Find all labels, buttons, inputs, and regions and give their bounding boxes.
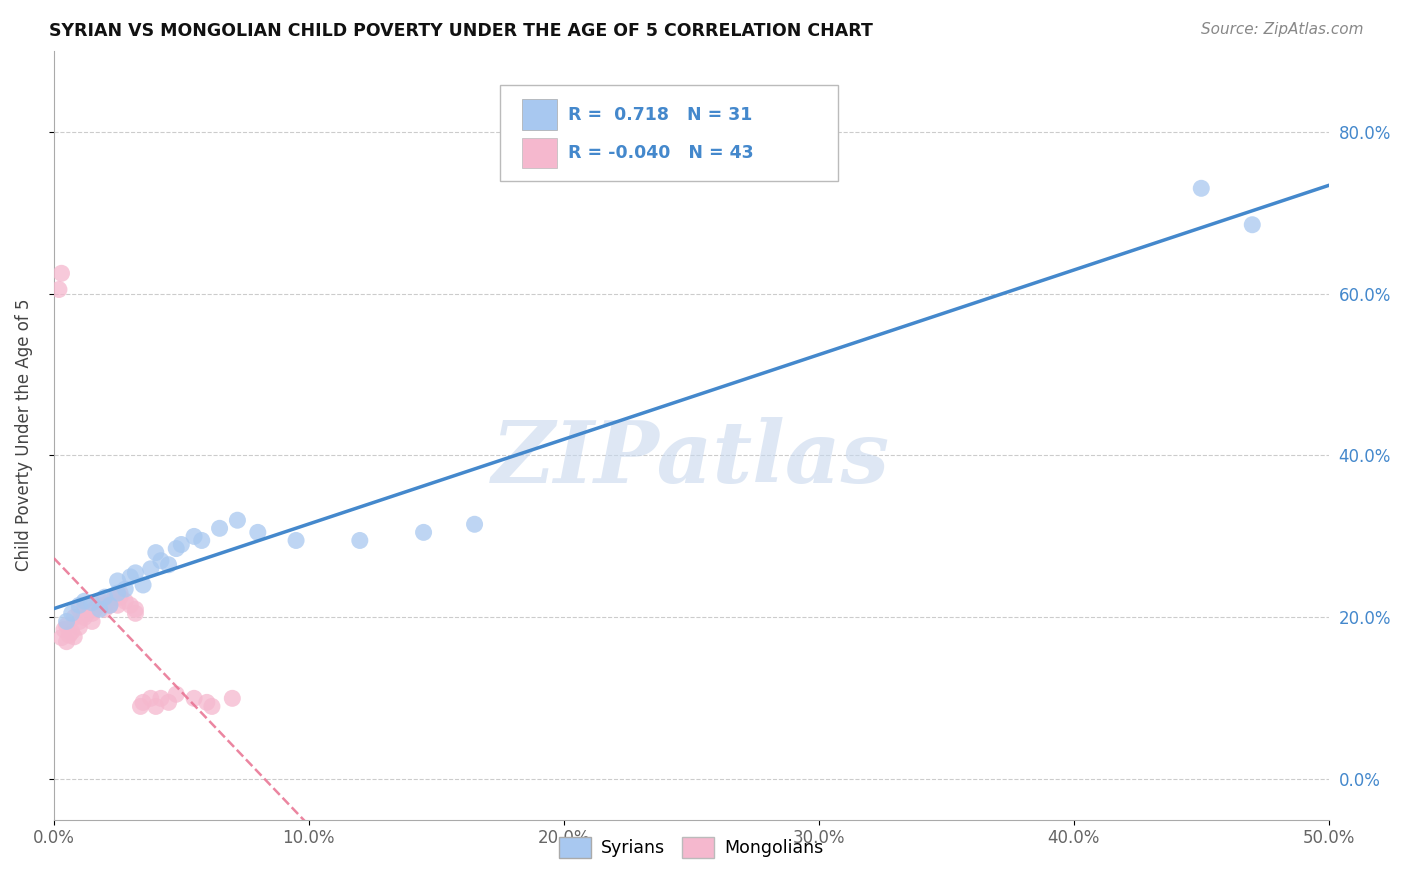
Point <box>89 599 111 613</box>
Point <box>89 594 111 608</box>
Point <box>221 691 243 706</box>
Point <box>60 624 83 639</box>
Point <box>107 574 129 588</box>
Point <box>80 596 103 610</box>
Point <box>129 699 152 714</box>
Point <box>98 594 121 608</box>
Point <box>183 529 205 543</box>
Point <box>114 582 136 596</box>
Point <box>120 599 142 613</box>
Point <box>53 623 76 637</box>
Point <box>108 586 131 600</box>
Point <box>73 599 96 613</box>
Point <box>63 610 86 624</box>
Text: R =  0.718   N = 31: R = 0.718 N = 31 <box>568 105 752 123</box>
Point <box>183 691 205 706</box>
Point <box>73 610 96 624</box>
Point <box>165 687 187 701</box>
Point <box>60 607 83 621</box>
Point <box>89 602 111 616</box>
FancyBboxPatch shape <box>501 86 838 181</box>
Point <box>120 570 142 584</box>
Point <box>55 634 77 648</box>
Point <box>157 558 180 572</box>
Point <box>94 602 117 616</box>
Point <box>83 602 105 616</box>
Point <box>107 586 129 600</box>
Point <box>67 602 90 616</box>
Point <box>139 691 162 706</box>
Point <box>145 699 167 714</box>
Point <box>149 554 172 568</box>
Point <box>67 615 90 629</box>
Point <box>51 631 73 645</box>
Point <box>170 537 193 551</box>
Point <box>63 630 86 644</box>
Point <box>464 517 486 532</box>
Point <box>67 599 90 613</box>
FancyBboxPatch shape <box>522 99 557 130</box>
Point <box>124 566 146 580</box>
Point <box>58 628 80 642</box>
Point <box>55 618 77 632</box>
Point <box>98 599 121 613</box>
FancyBboxPatch shape <box>522 137 557 169</box>
Point <box>226 513 249 527</box>
Point <box>73 594 96 608</box>
Point <box>67 620 90 634</box>
Point <box>51 266 73 280</box>
Point <box>80 615 103 629</box>
Point <box>124 602 146 616</box>
Point <box>107 599 129 613</box>
Y-axis label: Child Poverty Under the Age of 5: Child Poverty Under the Age of 5 <box>15 299 32 572</box>
Point <box>124 607 146 621</box>
Point <box>1241 218 1264 232</box>
Point <box>132 578 155 592</box>
Point <box>285 533 308 548</box>
Text: ZIPatlas: ZIPatlas <box>492 417 890 500</box>
Point <box>80 607 103 621</box>
Point <box>48 283 70 297</box>
Point <box>246 525 269 540</box>
Point <box>412 525 434 540</box>
Point <box>157 695 180 709</box>
Point <box>195 695 218 709</box>
Point <box>1189 181 1212 195</box>
Point <box>98 599 121 613</box>
Point <box>139 562 162 576</box>
Point <box>145 546 167 560</box>
Point <box>208 521 231 535</box>
Point <box>349 533 371 548</box>
Point <box>108 590 131 604</box>
Text: SYRIAN VS MONGOLIAN CHILD POVERTY UNDER THE AGE OF 5 CORRELATION CHART: SYRIAN VS MONGOLIAN CHILD POVERTY UNDER … <box>49 22 873 40</box>
Legend: Syrians, Mongolians: Syrians, Mongolians <box>553 830 831 865</box>
Point <box>114 594 136 608</box>
Text: R = -0.040   N = 43: R = -0.040 N = 43 <box>568 144 754 162</box>
Point <box>165 541 187 556</box>
Point <box>76 607 98 621</box>
Point <box>132 695 155 709</box>
Point <box>55 615 77 629</box>
Point <box>94 590 117 604</box>
Point <box>104 590 127 604</box>
Point <box>190 533 212 548</box>
Text: Source: ZipAtlas.com: Source: ZipAtlas.com <box>1201 22 1364 37</box>
Point <box>201 699 224 714</box>
Point <box>149 691 172 706</box>
